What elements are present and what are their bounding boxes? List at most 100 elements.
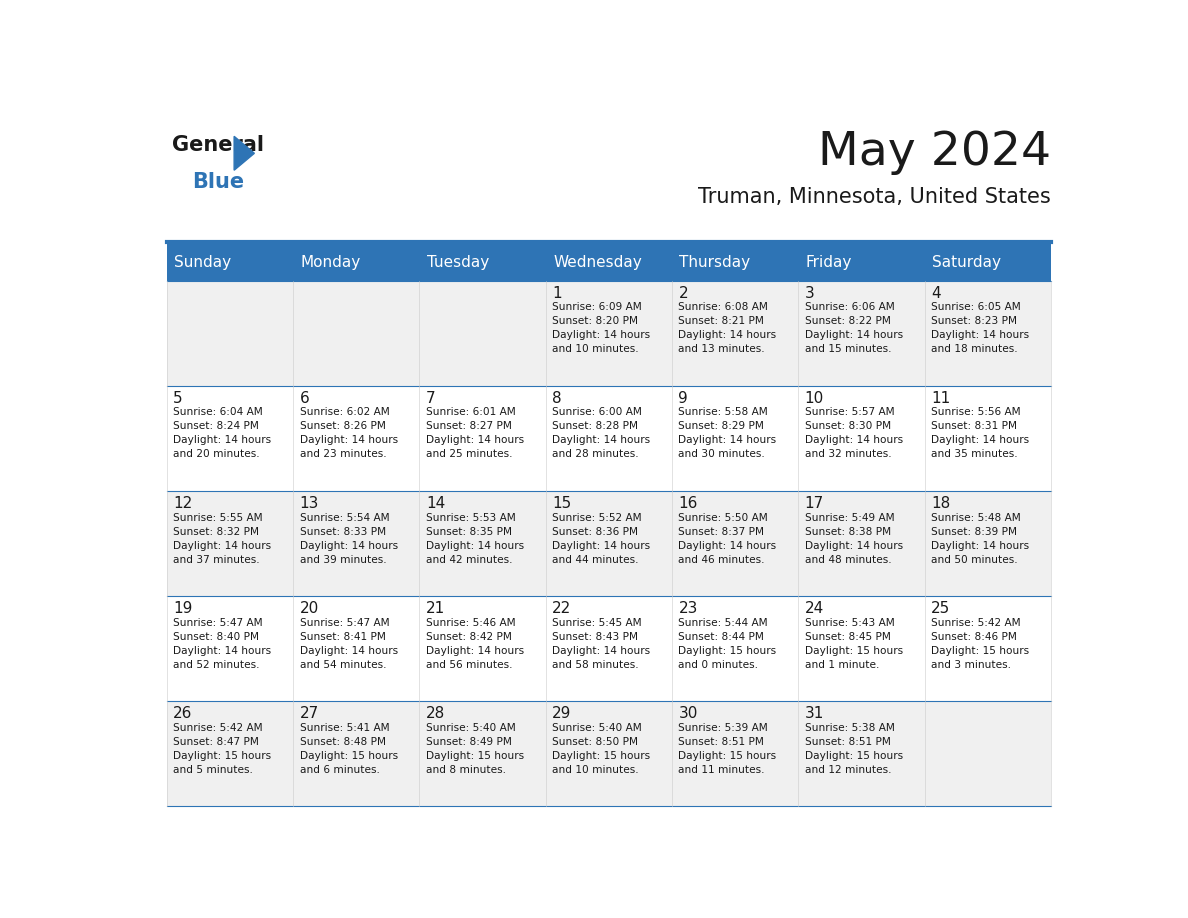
Bar — [672, 491, 798, 597]
Text: 1: 1 — [552, 286, 562, 301]
Bar — [419, 281, 545, 386]
Text: Sunrise: 5:58 AM
Sunset: 8:29 PM
Daylight: 14 hours
and 30 minutes.: Sunrise: 5:58 AM Sunset: 8:29 PM Dayligh… — [678, 408, 777, 460]
Bar — [419, 597, 545, 701]
Bar — [924, 386, 1051, 491]
Bar — [798, 701, 924, 806]
Text: 5: 5 — [173, 391, 183, 406]
Text: 23: 23 — [678, 601, 697, 616]
Text: General: General — [171, 135, 264, 155]
Text: Monday: Monday — [301, 255, 361, 270]
Bar — [672, 701, 798, 806]
Bar — [293, 491, 419, 597]
Text: Thursday: Thursday — [680, 255, 751, 270]
Bar — [924, 701, 1051, 806]
Bar — [798, 597, 924, 701]
Bar — [545, 597, 672, 701]
Bar — [166, 597, 293, 701]
Text: Sunrise: 5:40 AM
Sunset: 8:49 PM
Daylight: 15 hours
and 8 minutes.: Sunrise: 5:40 AM Sunset: 8:49 PM Dayligh… — [425, 722, 524, 775]
Text: Sunrise: 6:08 AM
Sunset: 8:21 PM
Daylight: 14 hours
and 13 minutes.: Sunrise: 6:08 AM Sunset: 8:21 PM Dayligh… — [678, 302, 777, 354]
Text: Sunrise: 5:47 AM
Sunset: 8:40 PM
Daylight: 14 hours
and 52 minutes.: Sunrise: 5:47 AM Sunset: 8:40 PM Dayligh… — [173, 618, 272, 669]
Bar — [672, 281, 798, 386]
Text: Sunrise: 5:38 AM
Sunset: 8:51 PM
Daylight: 15 hours
and 12 minutes.: Sunrise: 5:38 AM Sunset: 8:51 PM Dayligh… — [804, 722, 903, 775]
Text: Sunrise: 6:05 AM
Sunset: 8:23 PM
Daylight: 14 hours
and 18 minutes.: Sunrise: 6:05 AM Sunset: 8:23 PM Dayligh… — [931, 302, 1029, 354]
Text: 15: 15 — [552, 497, 571, 511]
Text: Sunrise: 5:41 AM
Sunset: 8:48 PM
Daylight: 15 hours
and 6 minutes.: Sunrise: 5:41 AM Sunset: 8:48 PM Dayligh… — [299, 722, 398, 775]
Text: 11: 11 — [931, 391, 950, 406]
Bar — [293, 244, 419, 281]
Bar — [798, 244, 924, 281]
Text: Sunrise: 5:44 AM
Sunset: 8:44 PM
Daylight: 15 hours
and 0 minutes.: Sunrise: 5:44 AM Sunset: 8:44 PM Dayligh… — [678, 618, 777, 669]
Text: 26: 26 — [173, 706, 192, 722]
Bar — [166, 281, 293, 386]
Text: Sunrise: 6:06 AM
Sunset: 8:22 PM
Daylight: 14 hours
and 15 minutes.: Sunrise: 6:06 AM Sunset: 8:22 PM Dayligh… — [804, 302, 903, 354]
Text: Sunrise: 5:42 AM
Sunset: 8:46 PM
Daylight: 15 hours
and 3 minutes.: Sunrise: 5:42 AM Sunset: 8:46 PM Dayligh… — [931, 618, 1029, 669]
Text: Tuesday: Tuesday — [426, 255, 489, 270]
Bar — [293, 386, 419, 491]
Text: 12: 12 — [173, 497, 192, 511]
Polygon shape — [234, 136, 254, 170]
Text: 9: 9 — [678, 391, 688, 406]
Text: 17: 17 — [804, 497, 824, 511]
Text: Sunrise: 5:46 AM
Sunset: 8:42 PM
Daylight: 14 hours
and 56 minutes.: Sunrise: 5:46 AM Sunset: 8:42 PM Dayligh… — [425, 618, 524, 669]
Text: Sunrise: 5:47 AM
Sunset: 8:41 PM
Daylight: 14 hours
and 54 minutes.: Sunrise: 5:47 AM Sunset: 8:41 PM Dayligh… — [299, 618, 398, 669]
Text: 30: 30 — [678, 706, 697, 722]
Text: Wednesday: Wednesday — [554, 255, 642, 270]
Text: Sunrise: 6:09 AM
Sunset: 8:20 PM
Daylight: 14 hours
and 10 minutes.: Sunrise: 6:09 AM Sunset: 8:20 PM Dayligh… — [552, 302, 650, 354]
Text: Sunrise: 5:53 AM
Sunset: 8:35 PM
Daylight: 14 hours
and 42 minutes.: Sunrise: 5:53 AM Sunset: 8:35 PM Dayligh… — [425, 512, 524, 565]
Text: Sunrise: 5:42 AM
Sunset: 8:47 PM
Daylight: 15 hours
and 5 minutes.: Sunrise: 5:42 AM Sunset: 8:47 PM Dayligh… — [173, 722, 272, 775]
Text: 25: 25 — [931, 601, 950, 616]
Text: Sunrise: 5:52 AM
Sunset: 8:36 PM
Daylight: 14 hours
and 44 minutes.: Sunrise: 5:52 AM Sunset: 8:36 PM Dayligh… — [552, 512, 650, 565]
Bar — [419, 244, 545, 281]
Text: Blue: Blue — [191, 172, 244, 192]
Text: Sunrise: 5:55 AM
Sunset: 8:32 PM
Daylight: 14 hours
and 37 minutes.: Sunrise: 5:55 AM Sunset: 8:32 PM Dayligh… — [173, 512, 272, 565]
Text: 31: 31 — [804, 706, 824, 722]
Text: Sunrise: 5:48 AM
Sunset: 8:39 PM
Daylight: 14 hours
and 50 minutes.: Sunrise: 5:48 AM Sunset: 8:39 PM Dayligh… — [931, 512, 1029, 565]
Bar — [419, 491, 545, 597]
Bar — [419, 701, 545, 806]
Text: Sunrise: 6:02 AM
Sunset: 8:26 PM
Daylight: 14 hours
and 23 minutes.: Sunrise: 6:02 AM Sunset: 8:26 PM Dayligh… — [299, 408, 398, 460]
Text: 10: 10 — [804, 391, 824, 406]
Bar — [798, 386, 924, 491]
Bar — [293, 597, 419, 701]
Bar — [672, 386, 798, 491]
Text: 22: 22 — [552, 601, 571, 616]
Bar — [545, 701, 672, 806]
Bar — [672, 597, 798, 701]
Text: 29: 29 — [552, 706, 571, 722]
Bar — [545, 491, 672, 597]
Bar — [924, 597, 1051, 701]
Text: Sunrise: 5:39 AM
Sunset: 8:51 PM
Daylight: 15 hours
and 11 minutes.: Sunrise: 5:39 AM Sunset: 8:51 PM Dayligh… — [678, 722, 777, 775]
Text: Sunrise: 5:57 AM
Sunset: 8:30 PM
Daylight: 14 hours
and 32 minutes.: Sunrise: 5:57 AM Sunset: 8:30 PM Dayligh… — [804, 408, 903, 460]
Text: 13: 13 — [299, 497, 320, 511]
Text: 3: 3 — [804, 286, 815, 301]
Text: Sunrise: 5:49 AM
Sunset: 8:38 PM
Daylight: 14 hours
and 48 minutes.: Sunrise: 5:49 AM Sunset: 8:38 PM Dayligh… — [804, 512, 903, 565]
Text: 7: 7 — [425, 391, 436, 406]
Bar — [545, 244, 672, 281]
Bar — [798, 491, 924, 597]
Text: Sunrise: 6:01 AM
Sunset: 8:27 PM
Daylight: 14 hours
and 25 minutes.: Sunrise: 6:01 AM Sunset: 8:27 PM Dayligh… — [425, 408, 524, 460]
Bar — [545, 386, 672, 491]
Text: 21: 21 — [425, 601, 446, 616]
Text: Sunrise: 5:45 AM
Sunset: 8:43 PM
Daylight: 14 hours
and 58 minutes.: Sunrise: 5:45 AM Sunset: 8:43 PM Dayligh… — [552, 618, 650, 669]
Text: 20: 20 — [299, 601, 318, 616]
Text: 16: 16 — [678, 497, 697, 511]
Bar — [166, 386, 293, 491]
Bar — [419, 386, 545, 491]
Text: Sunrise: 5:56 AM
Sunset: 8:31 PM
Daylight: 14 hours
and 35 minutes.: Sunrise: 5:56 AM Sunset: 8:31 PM Dayligh… — [931, 408, 1029, 460]
Text: 2: 2 — [678, 286, 688, 301]
Bar — [924, 491, 1051, 597]
Text: Truman, Minnesota, United States: Truman, Minnesota, United States — [699, 186, 1051, 207]
Text: Sunrise: 6:00 AM
Sunset: 8:28 PM
Daylight: 14 hours
and 28 minutes.: Sunrise: 6:00 AM Sunset: 8:28 PM Dayligh… — [552, 408, 650, 460]
Text: 27: 27 — [299, 706, 318, 722]
Text: 4: 4 — [931, 286, 941, 301]
Bar — [293, 701, 419, 806]
Bar — [924, 281, 1051, 386]
Bar — [293, 281, 419, 386]
Text: 24: 24 — [804, 601, 824, 616]
Text: Sunrise: 5:54 AM
Sunset: 8:33 PM
Daylight: 14 hours
and 39 minutes.: Sunrise: 5:54 AM Sunset: 8:33 PM Dayligh… — [299, 512, 398, 565]
Bar — [798, 281, 924, 386]
Text: 28: 28 — [425, 706, 446, 722]
Text: 18: 18 — [931, 497, 950, 511]
Bar — [166, 701, 293, 806]
Text: Sunrise: 6:04 AM
Sunset: 8:24 PM
Daylight: 14 hours
and 20 minutes.: Sunrise: 6:04 AM Sunset: 8:24 PM Dayligh… — [173, 408, 272, 460]
